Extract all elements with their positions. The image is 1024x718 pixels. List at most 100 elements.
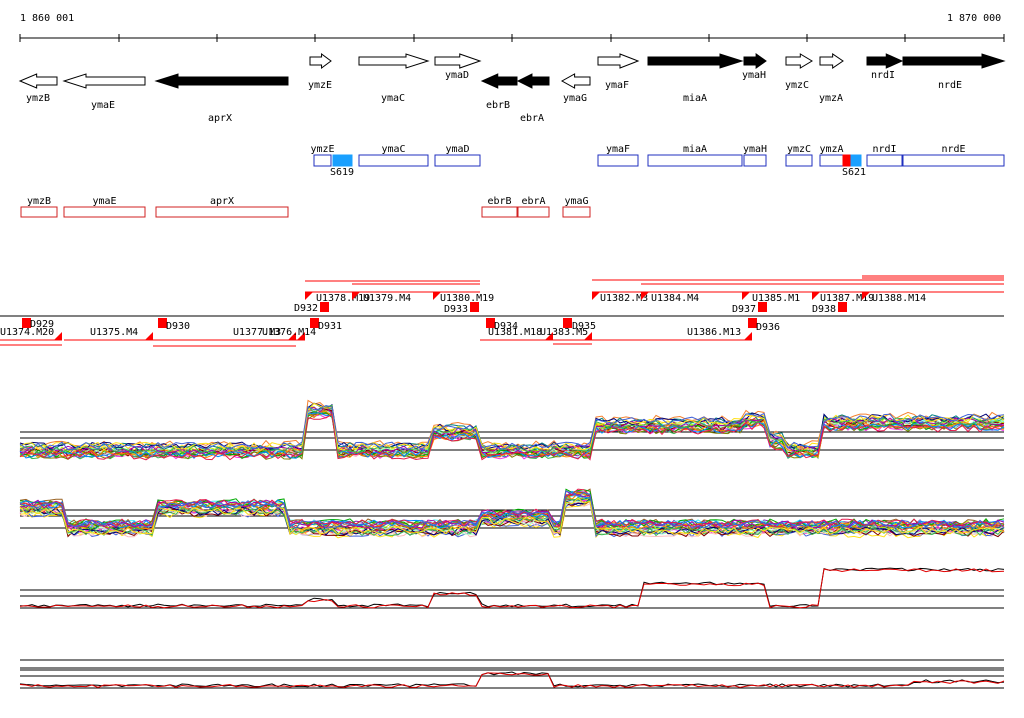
gene-arrow: [434, 53, 482, 69]
d-marker-label: D931: [318, 321, 342, 332]
profile-trace: [19, 671, 1005, 688]
d-marker-label: D930: [166, 321, 190, 332]
gene-label: nrdI: [871, 70, 895, 81]
d-marker: [470, 302, 479, 312]
blue-box: [597, 154, 639, 167]
gene-arrow: [516, 73, 550, 89]
gene-label: ymzE: [308, 80, 332, 91]
axis-end-label: 1 870 000: [947, 13, 1002, 24]
red-box-label: ymaE: [92, 196, 116, 207]
gene-label: ymaF: [605, 80, 629, 91]
segment-label: U1387.M19: [820, 293, 874, 304]
d-marker: [310, 318, 319, 328]
segment-flag: [584, 332, 592, 340]
gene-label: ymzC: [785, 80, 809, 91]
marker-label: S619: [330, 167, 354, 178]
gene-label: ebrA: [520, 113, 544, 124]
d-marker: [158, 318, 167, 328]
blue-box-label: ymaD: [445, 144, 469, 155]
segment-label: U1381.M18: [488, 327, 542, 338]
gene-label: nrdE: [938, 80, 962, 91]
segment-label: U1375.M4: [90, 327, 138, 338]
segment-flag: [297, 332, 305, 340]
gene-arrow: [18, 73, 58, 89]
gene-arrow: [154, 73, 289, 89]
expression-profiles: [19, 399, 1005, 689]
gene-arrow: [560, 73, 591, 89]
gene-arrow: [358, 53, 430, 69]
gene-arrow: [597, 53, 640, 69]
gene-label: ymaH: [742, 70, 766, 81]
blue-box-label: ymaF: [606, 144, 630, 155]
segment-flag: [592, 292, 600, 300]
segment-label: U1382.M3: [600, 293, 648, 304]
highlight-box: [850, 154, 862, 167]
d-marker-label: D932: [294, 303, 318, 314]
red-box: [20, 206, 58, 218]
red-box-label: aprX: [210, 196, 234, 207]
gene-label: ymaC: [381, 93, 405, 104]
blue-box: [743, 154, 767, 167]
blue-box: [647, 154, 743, 167]
red-box-track: ymzB ymaE aprX ebrB ebrA ymaG: [20, 196, 591, 218]
gene-arrow: [866, 53, 904, 69]
gene-label: aprX: [208, 113, 232, 124]
segment-flag: [742, 292, 750, 300]
segment-flag: [641, 292, 649, 300]
gene-track: ymzB ymaE aprX ymzE ymaC ymaD ebrB ebrA ymaG ymaF…: [18, 53, 1006, 124]
gene-arrow: [480, 73, 518, 89]
d-marker: [486, 318, 495, 328]
segment-flag: [744, 332, 752, 340]
gene-arrow: [743, 53, 767, 69]
d-marker-label: D929: [30, 319, 54, 330]
red-box: [155, 206, 289, 218]
segment-flag: [305, 292, 313, 300]
blue-box-label: ymaH: [743, 144, 767, 155]
d-marker: [320, 302, 329, 312]
blue-box: [313, 154, 332, 167]
segment-flag: [145, 332, 153, 340]
profile-trace: [19, 672, 1005, 689]
gene-label: ymzB: [26, 93, 50, 104]
blue-box: [902, 154, 1005, 167]
d-marker-label: D935: [572, 321, 596, 332]
profile-trace: [19, 402, 1005, 452]
blue-box-label: nrdE: [941, 144, 965, 155]
marker-label: S621: [842, 167, 866, 178]
blue-box: [785, 154, 813, 167]
d-marker-label: D933: [444, 304, 468, 315]
segment-label: U1384.M4: [651, 293, 699, 304]
d-marker: [748, 318, 757, 328]
profile-trace: [19, 497, 1005, 536]
highlight-box: [332, 154, 353, 167]
blue-box: [866, 154, 903, 167]
segment-label: U1385.M1: [752, 293, 800, 304]
gene-label: ymzA: [819, 93, 843, 104]
gene-arrow: [62, 73, 146, 89]
segment-label: U1380.M19: [440, 293, 494, 304]
profile-trace: [19, 492, 1005, 529]
d-marker: [563, 318, 572, 328]
gene-label: ymaG: [563, 93, 587, 104]
d-marker: [758, 302, 767, 312]
profile-trace: [19, 567, 1005, 608]
segment-label: U1379.M4: [363, 293, 411, 304]
segment-label: U1388.M14: [872, 293, 926, 304]
gene-arrow: [647, 53, 744, 69]
segment-label: U1386.M13: [687, 327, 741, 338]
axis-start-label: 1 860 001: [20, 13, 75, 24]
red-box-label: ebrA: [521, 196, 545, 207]
profile-trace: [19, 490, 1005, 529]
highlight-box: [842, 154, 852, 167]
blue-box: [358, 154, 429, 167]
gene-label: ymaD: [445, 70, 469, 81]
blue-box: [819, 154, 844, 167]
profile-trace: [19, 412, 1005, 460]
blue-box-label: ymzA: [819, 144, 843, 155]
red-box-label: ebrB: [487, 196, 511, 207]
blue-box: [434, 154, 481, 167]
red-box: [481, 206, 518, 218]
profile-trace: [19, 488, 1005, 528]
coordinate-axis: [19, 34, 1005, 42]
